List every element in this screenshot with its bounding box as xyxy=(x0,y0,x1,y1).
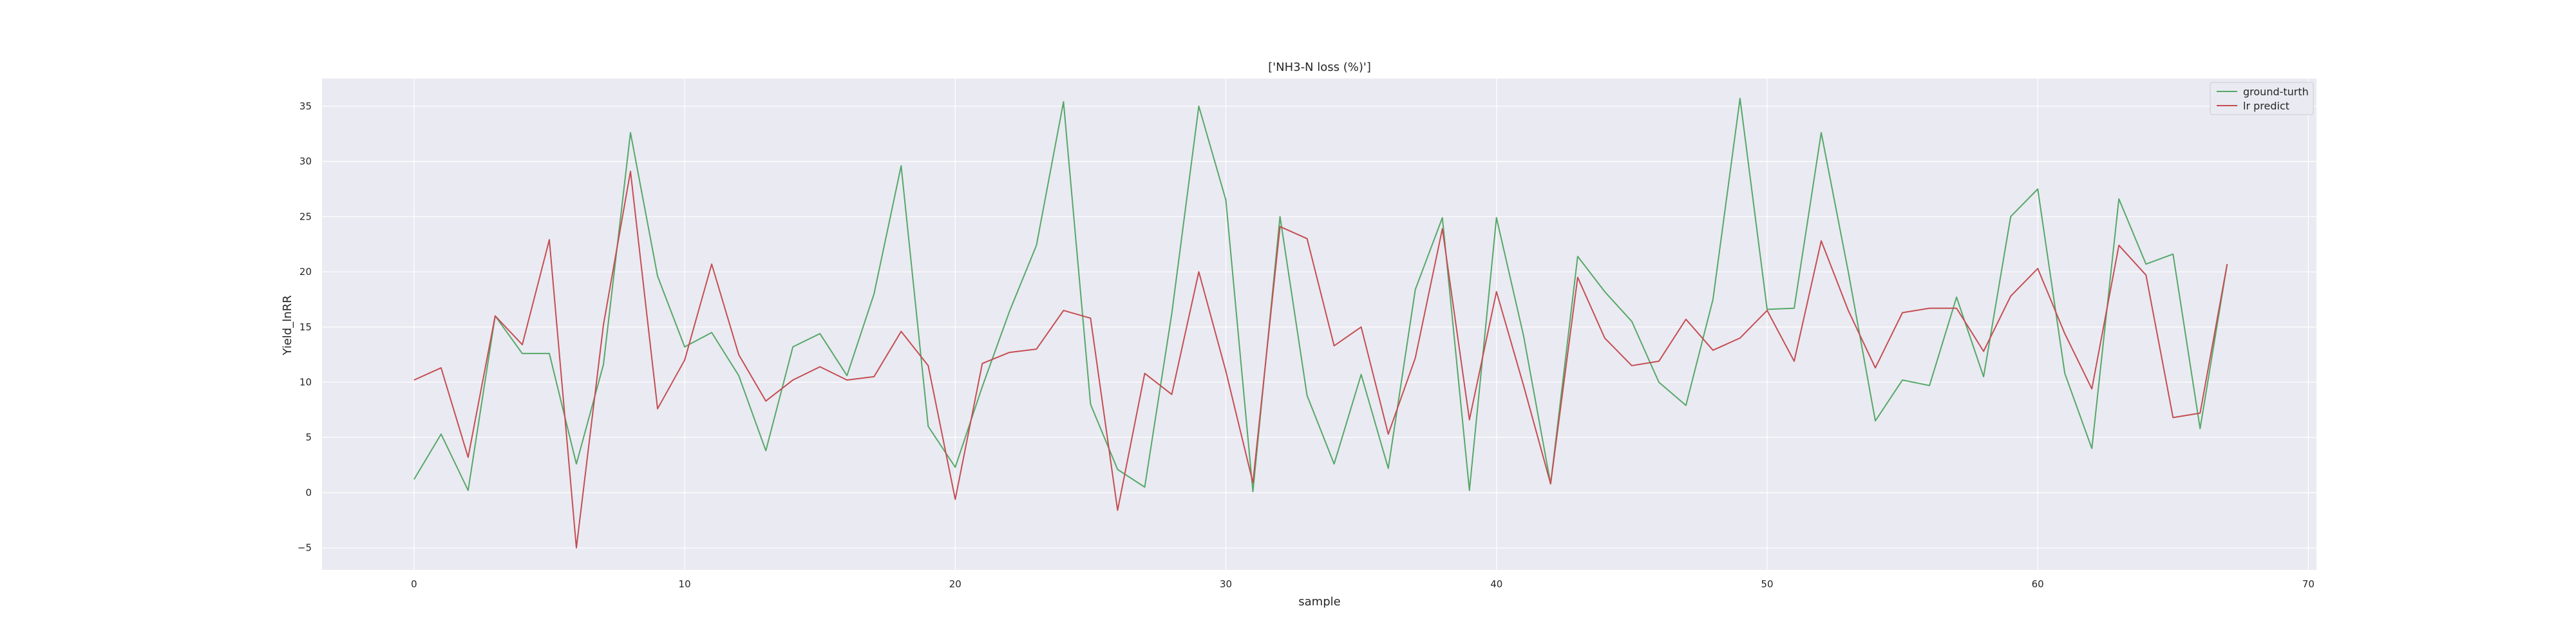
x-axis-label: sample xyxy=(1298,595,1340,609)
y-axis-label: Yield_lnRR xyxy=(281,295,294,355)
legend: ground-turth lr predict xyxy=(2210,82,2314,115)
legend-box xyxy=(2210,82,2314,115)
series-line-ground-turth xyxy=(413,97,2228,493)
x-tick-label: 0 xyxy=(411,578,417,590)
y-tick-label: 35 xyxy=(299,100,312,112)
y-tick-label: 5 xyxy=(305,431,312,443)
y-tick-label: 15 xyxy=(299,321,312,333)
chart-title: ['NH3-N loss (%)'] xyxy=(1268,61,1371,74)
y-tick-label: 10 xyxy=(299,377,312,388)
x-tick-label: 30 xyxy=(1220,578,1232,590)
plot-area xyxy=(322,79,2316,570)
legend-ground-truth-label: ground-turth xyxy=(2243,86,2309,98)
y-tick-labels: −5 0 5 10 15 20 25 30 35 xyxy=(298,100,312,554)
x-tick-label: 20 xyxy=(949,578,961,590)
y-tick-label: 0 xyxy=(305,487,312,498)
y-tick-label: −5 xyxy=(298,542,312,554)
y-tick-label: 30 xyxy=(299,156,312,167)
x-tick-label: 70 xyxy=(2302,578,2315,590)
legend-lr-predict-label: lr predict xyxy=(2243,100,2289,112)
x-tick-label: 10 xyxy=(679,578,691,590)
y-tick-label: 25 xyxy=(299,211,312,222)
x-tick-labels: 0 10 20 30 40 50 60 70 xyxy=(411,578,2315,590)
x-tick-label: 40 xyxy=(1490,578,1502,590)
x-tick-label: 60 xyxy=(2032,578,2044,590)
x-tick-label: 50 xyxy=(1761,578,1773,590)
series-line-lr-predict xyxy=(413,171,2228,549)
series-layer xyxy=(413,97,2228,549)
y-tick-label: 20 xyxy=(299,266,312,278)
